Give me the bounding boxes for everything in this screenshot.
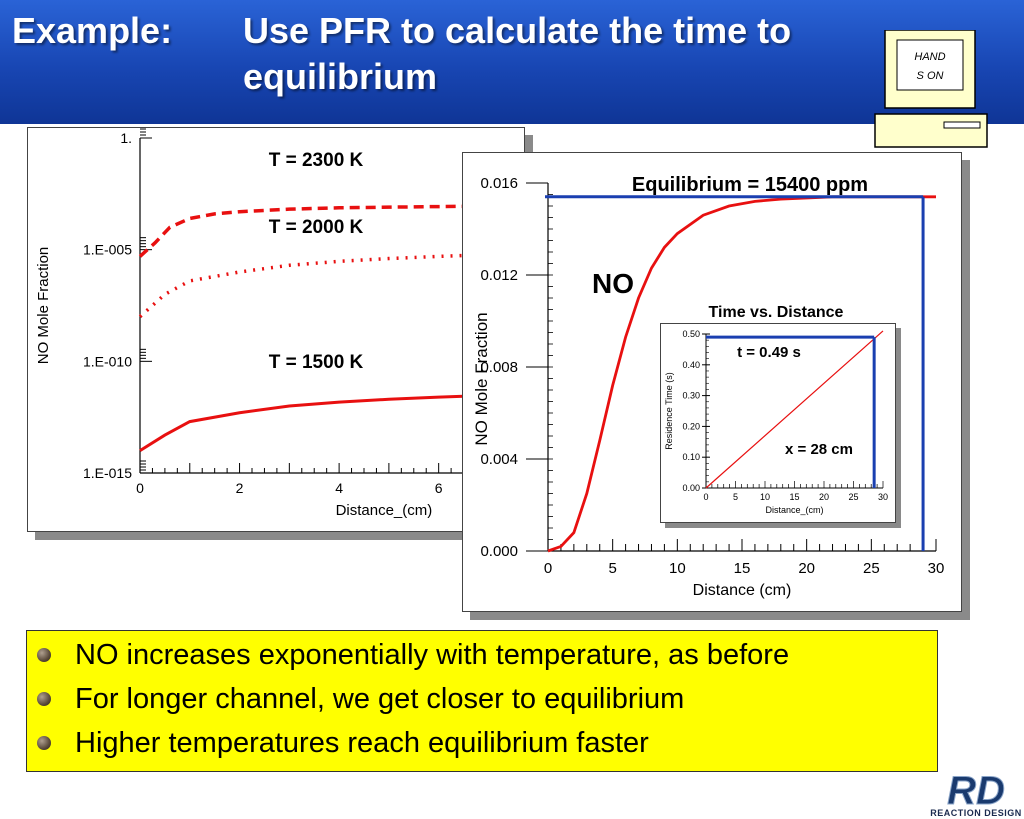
x-axis-label: Distance (cm)	[693, 582, 792, 599]
logo-mark: RD	[947, 769, 1005, 813]
bullet-item: NO increases exponentially with temperat…	[37, 635, 789, 675]
bullet-dot-icon	[37, 692, 51, 706]
x-tick-label: 0	[136, 480, 144, 496]
y-tick-label: 0.00	[682, 483, 700, 493]
y-axis-label: Residence Time (s)	[664, 372, 674, 450]
y-tick-label: 1.E-010	[83, 353, 132, 369]
inset-chart: 0.00 0.10 0.20 0.30 0.40 0.50 0 5 10 15 20 25 30 Dist…	[664, 329, 888, 515]
y-tick-label: 0.008	[480, 359, 518, 376]
inset-chart-panel: 0.00 0.10 0.20 0.30 0.40 0.50 0 5 10 15 20 25 30 Dist…	[660, 323, 896, 523]
hands-on-line1: HAND	[914, 51, 945, 63]
y-tick-label: 0.20	[682, 421, 700, 431]
log-chart-panel: 1.E-0151.E-0101.E-0051.02468Distance_(cm…	[27, 125, 589, 532]
y-tick-label: 0.40	[682, 360, 700, 370]
x-tick-label: 6	[435, 480, 443, 496]
bullet-text: Higher temperatures reach equilibrium fa…	[75, 726, 649, 759]
y-tick-label: 0.012	[480, 267, 518, 284]
x-tick-label: 5	[733, 492, 738, 502]
hands-on-computer-icon: HAND S ON	[874, 30, 988, 148]
x-tick-label: 25	[848, 492, 858, 502]
title-bar: Example: Use PFR to calculate the time t…	[0, 0, 1024, 124]
bullet-text: For longer channel, we get closer to equ…	[75, 682, 685, 715]
y-tick-label: 0.10	[682, 452, 700, 462]
x-tick-label: 20	[819, 492, 829, 502]
title-prefix: Example:	[12, 10, 173, 51]
y-tick-label: 0.004	[480, 451, 518, 468]
hands-on-line2: S ON	[917, 70, 944, 82]
time-annotation: t = 0.49 s	[737, 344, 801, 361]
bullet-box: NO increases exponentially with temperat…	[26, 630, 938, 772]
bullet-item: For longer channel, we get closer to equ…	[37, 679, 684, 719]
series-line-1	[138, 202, 589, 258]
y-tick-label: 1.	[120, 130, 132, 146]
bullet-text: NO increases exponentially with temperat…	[75, 638, 790, 671]
x-tick-label: 15	[734, 560, 751, 577]
reaction-design-logo: RD Reaction Design	[930, 769, 1022, 819]
series-label-3: T = 1500 K	[269, 352, 364, 373]
x-tick-label: 0	[544, 560, 552, 577]
y-tick-label: 0.50	[682, 329, 700, 339]
time-distance-line	[705, 330, 884, 489]
x-tick-label: 10	[760, 492, 770, 502]
series-label-2: T = 2000 K	[269, 217, 364, 238]
y-tick-label: 0.016	[480, 175, 518, 192]
y-tick-label: 0.30	[682, 391, 700, 401]
x-tick-label: 30	[928, 560, 945, 577]
y-tick-label: 0.000	[480, 543, 518, 560]
slide-title: Use PFR to calculate the time to equilib…	[243, 10, 792, 97]
distance-annotation: x = 28 cm	[785, 441, 853, 458]
series-label-1: T = 2300 K	[269, 150, 364, 171]
y-axis-label: NO Mole Fraction	[472, 312, 491, 445]
y-tick-label: 1.E-005	[83, 242, 132, 258]
x-tick-label: 10	[669, 560, 686, 577]
equilibrium-label: Equilibrium = 15400 ppm	[632, 174, 868, 196]
x-tick-label: 25	[863, 560, 880, 577]
species-label: NO	[592, 268, 634, 299]
bullet-item: Higher temperatures reach equilibrium fa…	[37, 723, 649, 763]
y-axis-label: NO Mole Fraction	[35, 247, 52, 365]
x-tick-label: 30	[878, 492, 888, 502]
x-tick-label: 0	[703, 492, 708, 502]
x-tick-label: 4	[335, 480, 343, 496]
inset-title: Time vs. Distance	[709, 304, 844, 321]
logo-caption: Reaction Design	[930, 808, 1022, 818]
x-tick-label: 2	[236, 480, 244, 496]
y-tick-label: 1.E-015	[83, 465, 132, 481]
x-tick-label: 5	[608, 560, 616, 577]
x-axis-label: Distance_(cm)	[336, 502, 433, 519]
bullet-dot-icon	[37, 648, 51, 662]
x-tick-label: 20	[798, 560, 815, 577]
bullet-dot-icon	[37, 736, 51, 750]
x-tick-label: 15	[789, 492, 799, 502]
x-axis-label: Distance_(cm)	[765, 505, 823, 515]
